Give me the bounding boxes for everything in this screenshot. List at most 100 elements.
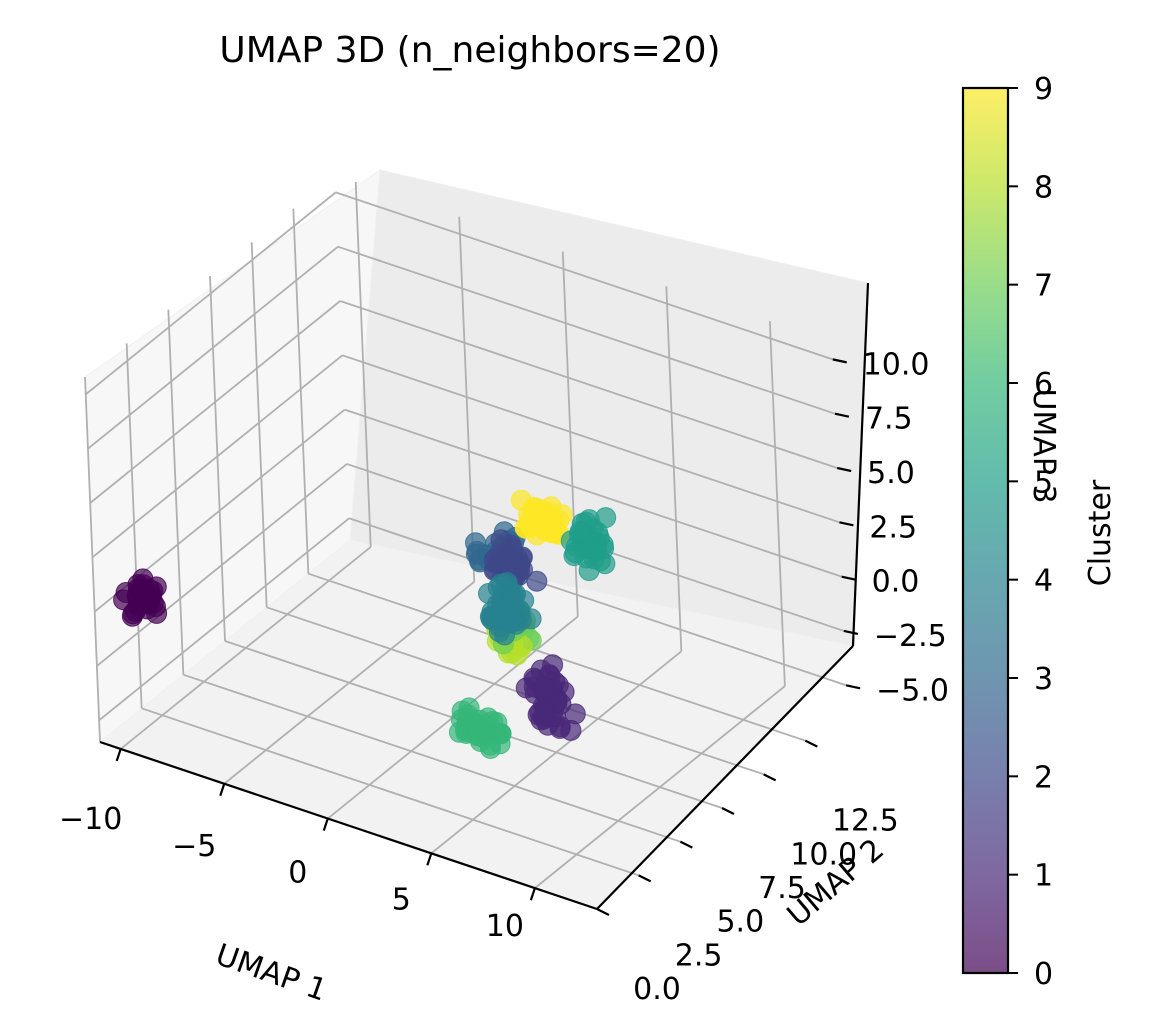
z-grid-line-back bbox=[344, 408, 842, 578]
scatter-point-cluster-6 bbox=[479, 734, 501, 756]
scatter-point-cluster-1 bbox=[515, 677, 537, 699]
z-grid-line-back bbox=[337, 245, 836, 415]
scatter-point-cluster-5 bbox=[564, 542, 586, 564]
z-grid-line-back bbox=[348, 517, 847, 687]
x-grid-line-back bbox=[768, 321, 786, 687]
x-tick-label: 10 bbox=[486, 909, 524, 944]
z-tick-label: 2.5 bbox=[869, 510, 917, 545]
y-tick bbox=[638, 874, 652, 883]
scatter-point-cluster-9 bbox=[514, 517, 536, 539]
scatter-point-cluster-5 bbox=[569, 520, 591, 542]
x-axis-label: UMAP 1 bbox=[211, 937, 331, 1008]
scatter-point-cluster-0 bbox=[113, 589, 135, 611]
z-grid-line-wall bbox=[89, 300, 341, 504]
y-tick bbox=[804, 739, 818, 748]
z-tick bbox=[839, 521, 854, 527]
x-tick bbox=[426, 852, 433, 866]
y-tick-label: 12.5 bbox=[832, 804, 899, 839]
x-tick-label: −10 bbox=[59, 802, 122, 837]
z-tick-label: −5.0 bbox=[876, 673, 949, 708]
scatter-point-cluster-1 bbox=[549, 717, 571, 739]
x-grid-line-back bbox=[354, 181, 372, 547]
y-grid-line-wall bbox=[292, 208, 310, 574]
x-tick-label: −5 bbox=[172, 829, 216, 864]
colorbar-tick-label: 8 bbox=[1034, 170, 1053, 205]
x-grid-line-back bbox=[665, 286, 683, 652]
chart-title: UMAP 3D (n_neighbors=20) bbox=[219, 30, 720, 71]
y-grid-line-wall bbox=[250, 242, 268, 608]
z-grid-line-back bbox=[342, 354, 840, 524]
scatter-point-cluster-4 bbox=[490, 608, 512, 630]
colorbar-tick-label: 2 bbox=[1034, 760, 1053, 795]
y-tick-label: 0.0 bbox=[633, 972, 681, 1007]
colorbar-tick-label: 0 bbox=[1034, 957, 1053, 992]
y-grid-line-wall bbox=[209, 275, 226, 642]
z-grid-line-wall bbox=[87, 245, 339, 450]
scatter-points bbox=[113, 489, 617, 759]
z-tick-label: −2.5 bbox=[874, 619, 947, 654]
y-tick-label: 5.0 bbox=[716, 905, 764, 940]
colorbar-tick-label: 5 bbox=[1034, 465, 1053, 500]
y-tick-label: 10.0 bbox=[790, 837, 857, 872]
y-tick-label: 7.5 bbox=[758, 871, 806, 906]
z-tick bbox=[841, 575, 856, 581]
scatter-point-cluster-4 bbox=[478, 583, 499, 604]
y-grid-line-wall bbox=[167, 309, 185, 675]
z-grid-line-wall bbox=[98, 517, 350, 721]
z-tick bbox=[845, 684, 861, 690]
colorbar-label: Cluster bbox=[1083, 479, 1118, 586]
y-grid-line-floor bbox=[141, 707, 639, 877]
y-tick bbox=[721, 807, 735, 815]
colorbar-tick-label: 4 bbox=[1034, 564, 1053, 599]
y-tick bbox=[763, 773, 777, 782]
z-tick-label: 5.0 bbox=[867, 456, 915, 491]
z-grid-line-wall bbox=[96, 463, 348, 667]
scatter-point-cluster-1 bbox=[534, 700, 556, 722]
x-tick bbox=[219, 783, 226, 797]
colorbar-tick-label: 6 bbox=[1034, 367, 1053, 402]
x-tick bbox=[529, 887, 536, 901]
x-tick-label: 5 bbox=[392, 882, 411, 917]
z-grid-line-back bbox=[335, 191, 834, 361]
y-tick-label: 2.5 bbox=[675, 938, 723, 973]
x-grid-line-back bbox=[458, 216, 476, 582]
x-axis-line bbox=[99, 740, 598, 911]
scatter-point-cluster-5 bbox=[578, 560, 600, 582]
x-tick-label: 0 bbox=[288, 856, 307, 891]
y-grid-line-wall bbox=[125, 343, 143, 709]
z-grid-line-back bbox=[339, 300, 838, 469]
z-tick bbox=[832, 358, 847, 364]
y-tick bbox=[679, 840, 693, 849]
colorbar-gradient bbox=[961, 86, 1010, 975]
scatter-point-cluster-2 bbox=[526, 570, 548, 592]
z-tick-label: 7.5 bbox=[865, 402, 913, 437]
z-tick bbox=[834, 412, 850, 418]
z-axis-line bbox=[851, 282, 870, 647]
axis-lines: −10−505100.02.55.07.510.012.5−5.0−2.50.0… bbox=[59, 282, 949, 1007]
colorbar-tick-label: 3 bbox=[1034, 662, 1053, 697]
z-axis-label: UMAP 3 bbox=[1026, 388, 1061, 503]
y-grid-line-floor bbox=[266, 606, 764, 776]
z-tick-label: 10.0 bbox=[863, 347, 930, 382]
z-tick bbox=[843, 629, 859, 636]
y-tick bbox=[596, 908, 610, 916]
y-grid-line-floor bbox=[183, 673, 681, 843]
z-grid-line-wall bbox=[85, 191, 337, 396]
z-tick-label: 0.0 bbox=[872, 565, 920, 600]
y-axis-line bbox=[596, 645, 854, 910]
x-tick bbox=[115, 748, 122, 762]
z-tick bbox=[836, 466, 852, 473]
scatter-point-cluster-2 bbox=[506, 547, 528, 569]
x-tick bbox=[322, 818, 329, 831]
scatter-point-cluster-6 bbox=[468, 717, 490, 739]
colorbar-tick-label: 1 bbox=[1034, 859, 1053, 894]
colorbar-tick-label: 7 bbox=[1034, 269, 1053, 304]
scatter-point-cluster-1 bbox=[530, 659, 552, 681]
y-grid-line-wall bbox=[84, 376, 101, 743]
z-grid-line-wall bbox=[91, 354, 343, 559]
scatter-point-cluster-0 bbox=[127, 578, 149, 600]
colorbar-ticks: 0 1 2 3 4 5 6 7 8 9 bbox=[1008, 72, 1053, 992]
colorbar-tick-label: 9 bbox=[1034, 72, 1053, 107]
scatter-point-cluster-2 bbox=[483, 549, 505, 571]
